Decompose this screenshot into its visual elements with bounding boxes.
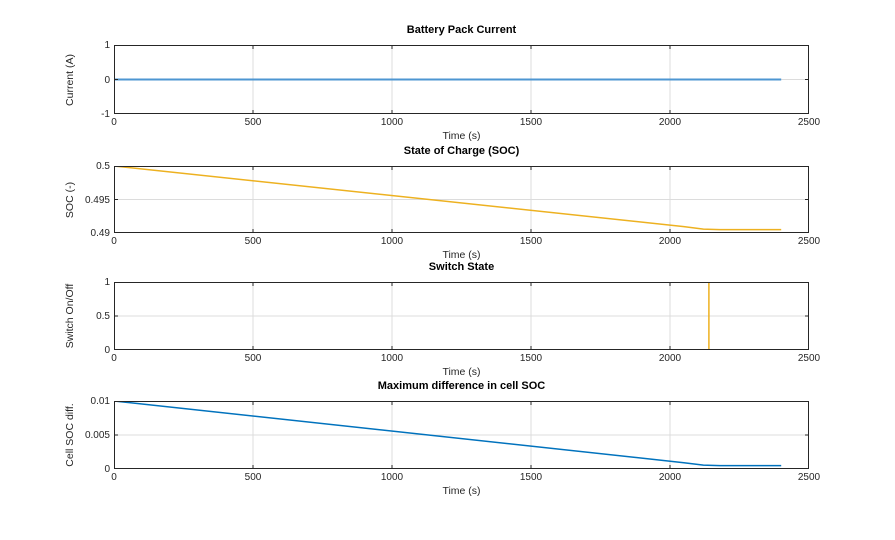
x-axis-label: Time (s) — [442, 485, 481, 497]
x-tick-label: 1000 — [380, 117, 404, 128]
plot-area-switch-state — [114, 282, 809, 350]
x-tick-label: 1000 — [380, 472, 404, 483]
subplot-switch-state: Switch State Switch On/Off Time (s) 0 500… — [0, 261, 895, 380]
y-tick-label: 1 — [104, 40, 110, 51]
x-tick-label: 0 — [111, 472, 117, 483]
x-tick-label: 2500 — [797, 472, 821, 483]
y-tick-label: 1 — [104, 277, 110, 288]
x-tick-label: 0 — [111, 353, 117, 364]
chart-title: Switch State — [428, 261, 495, 273]
x-tick-label: 0 — [111, 236, 117, 247]
y-tick-label: 0.5 — [96, 161, 110, 172]
plot-area-battery-pack-current — [114, 45, 809, 114]
x-tick-label: 1500 — [519, 236, 543, 247]
plot-area-state-of-charge — [114, 166, 809, 233]
chart-title: State of Charge (SOC) — [403, 145, 520, 157]
y-tick-label: 0 — [104, 74, 110, 86]
x-tick-label: 2500 — [797, 236, 821, 247]
x-tick-label: 500 — [244, 472, 262, 483]
x-tick-label: 2000 — [658, 236, 682, 247]
subplot-state-of-charge: State of Charge (SOC) SOC (-) Time (s) 0… — [0, 145, 895, 261]
x-tick-label: 500 — [244, 236, 262, 247]
x-tick-label: 2000 — [658, 353, 682, 364]
x-tick-label: 2000 — [658, 117, 682, 128]
subplot-battery-pack-current: Battery Pack Current Current (A) Time (s… — [0, 24, 895, 145]
x-axis-label: Time (s) — [442, 366, 481, 378]
plot-area-max-cell-soc-difference — [114, 401, 809, 469]
x-tick-label: 2500 — [797, 117, 821, 128]
x-tick-label: 1000 — [380, 353, 404, 364]
x-tick-label: 2500 — [797, 353, 821, 364]
y-tick-label: -1 — [101, 109, 110, 120]
x-tick-label: 2000 — [658, 472, 682, 483]
x-tick-label: 1500 — [519, 472, 543, 483]
x-tick-label: 1000 — [380, 236, 404, 247]
y-tick-label: 0.01 — [90, 396, 110, 407]
x-tick-label: 1500 — [519, 353, 543, 364]
x-tick-label: 500 — [244, 117, 262, 128]
chart-title: Battery Pack Current — [406, 24, 517, 36]
y-tick-label: 0.495 — [84, 194, 110, 206]
chart-title: Maximum difference in cell SOC — [377, 380, 546, 392]
x-tick-label: 500 — [244, 353, 262, 364]
y-tick-label: 0 — [104, 464, 110, 475]
x-axis-label: Time (s) — [442, 249, 481, 261]
y-tick-label: 0.49 — [90, 228, 110, 239]
x-tick-label: 1500 — [519, 117, 543, 128]
y-tick-label: 0.005 — [84, 430, 110, 441]
subplot-max-cell-soc-difference: Maximum difference in cell SOC Cell SOC … — [0, 380, 895, 505]
y-tick-label: 0.5 — [96, 311, 110, 322]
x-axis-label: Time (s) — [442, 130, 481, 142]
y-tick-label: 0 — [104, 345, 110, 356]
x-tick-label: 0 — [111, 117, 117, 128]
